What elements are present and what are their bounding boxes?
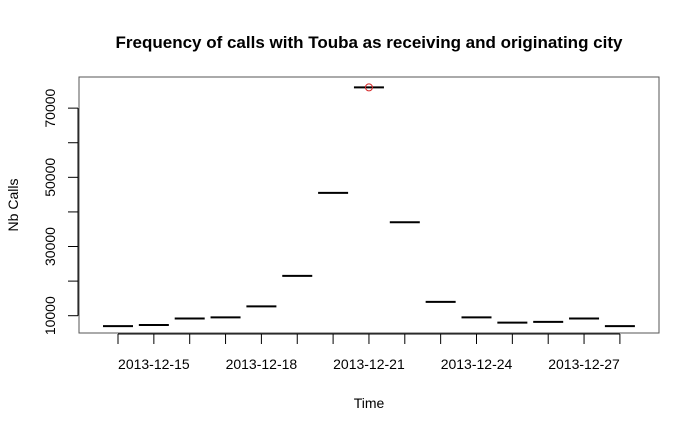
y-tick-label: 30000 (42, 227, 58, 266)
data-marks (103, 83, 635, 328)
y-axis-label: Nb Calls (5, 179, 21, 232)
y-tick-label: 10000 (42, 296, 58, 335)
y-tick-label: 50000 (42, 158, 58, 197)
plot-frame (78, 76, 660, 334)
peak-marker (364, 83, 373, 92)
x-axis-label: Time (354, 395, 385, 411)
x-tick-label: 2013-12-18 (226, 356, 298, 372)
x-axis: 2013-12-15 2013-12-18 2013-12-21 2013-12-24… (117, 333, 621, 372)
x-tick-label: 2013-12-21 (333, 356, 405, 372)
y-axis: 10000 30000 50000 70000 (42, 88, 79, 335)
x-tick-label: 2013-12-24 (441, 356, 513, 372)
chart-title: Frequency of calls with Touba as receivi… (116, 33, 623, 52)
y-tick-label: 70000 (42, 88, 58, 127)
x-tick-label: 2013-12-27 (548, 356, 620, 372)
x-tick-label: 2013-12-15 (118, 356, 190, 372)
